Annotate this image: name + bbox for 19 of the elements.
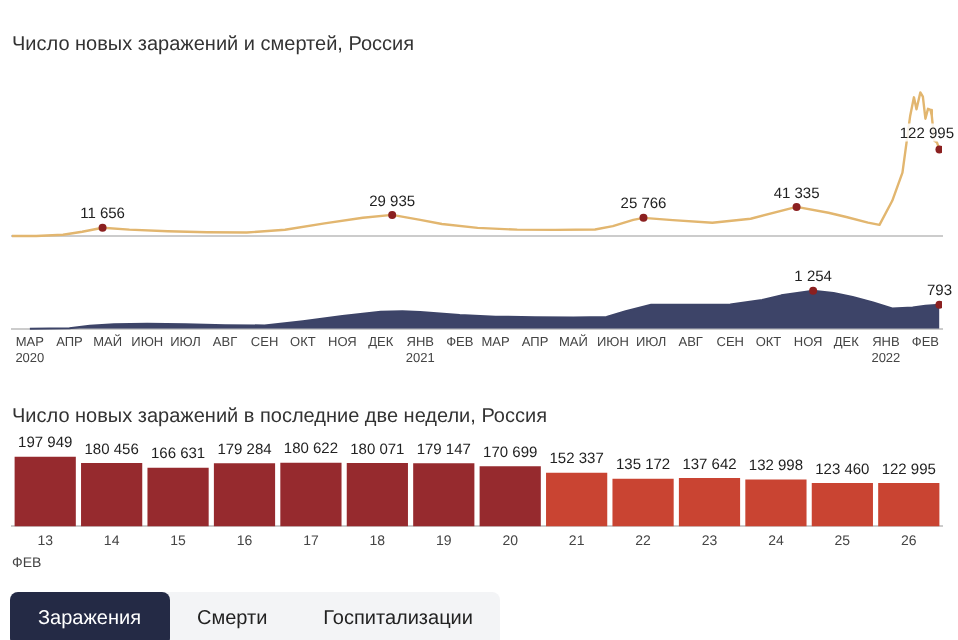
bar [81, 462, 143, 527]
bar [280, 462, 342, 527]
chart-title: Число новых заражений и смертей, Россия [12, 33, 415, 56]
bar [213, 463, 276, 527]
bar [546, 472, 608, 527]
text: Заражения [10, 592, 169, 640]
bar [745, 479, 807, 527]
bar [678, 477, 741, 527]
chart-title: Число новых заражений в последние две недели, Россия [12, 405, 547, 428]
bar [878, 483, 940, 527]
text: Госпитализации [321, 606, 475, 634]
text: Смерти [195, 606, 270, 634]
bar [147, 467, 209, 527]
bar [811, 482, 873, 527]
bar [346, 463, 408, 527]
bar [612, 478, 674, 527]
bar [14, 456, 76, 527]
bar [413, 463, 475, 527]
bar [479, 466, 541, 527]
